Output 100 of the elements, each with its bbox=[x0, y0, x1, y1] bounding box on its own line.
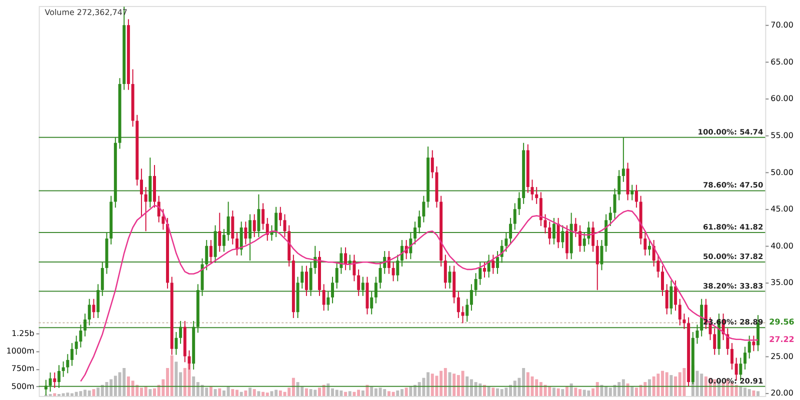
y-tick-label: 60.00 bbox=[770, 94, 794, 104]
candlestick bbox=[74, 335, 78, 356]
candlestick bbox=[578, 224, 582, 252]
candlestick bbox=[630, 184, 634, 201]
candlestick bbox=[396, 254, 400, 282]
candlestick bbox=[344, 246, 348, 271]
y2-tick-label: 1.25b bbox=[12, 329, 34, 338]
candlestick bbox=[552, 217, 556, 245]
y2-tick-label: 500m bbox=[11, 382, 35, 391]
candlestick bbox=[79, 324, 82, 348]
candlestick bbox=[226, 201, 230, 242]
candlestick bbox=[392, 262, 395, 282]
candlestick bbox=[726, 328, 730, 356]
candlestick bbox=[57, 364, 60, 388]
data-label: 27.22 bbox=[769, 334, 794, 344]
candlestick bbox=[430, 150, 434, 179]
candlestick bbox=[162, 208, 165, 230]
candlestick bbox=[748, 335, 751, 359]
y-tick-label: 45.00 bbox=[770, 204, 794, 214]
candlestick bbox=[96, 284, 100, 319]
candlestick bbox=[482, 262, 486, 278]
candlestick bbox=[696, 324, 699, 344]
candlestick bbox=[274, 206, 278, 238]
candlestick bbox=[357, 268, 360, 296]
candlestick bbox=[144, 186, 148, 232]
candlestick bbox=[374, 276, 378, 304]
candlestick bbox=[600, 240, 604, 271]
y-tick-label: 50.00 bbox=[770, 168, 794, 177]
y-tick-label: 25.00 bbox=[770, 352, 794, 361]
candlestick bbox=[474, 272, 478, 296]
y-tick-label: 70.00 bbox=[770, 20, 794, 30]
candlestick bbox=[504, 232, 508, 252]
y-tick-label: 35.00 bbox=[770, 278, 794, 288]
y-tick-label: 55.00 bbox=[770, 130, 794, 140]
candlestick bbox=[300, 265, 304, 290]
candlestick bbox=[622, 136, 625, 182]
candlestick bbox=[352, 254, 356, 282]
candlestick bbox=[92, 298, 96, 319]
candlestick bbox=[248, 214, 252, 262]
candlestick bbox=[565, 224, 568, 260]
candlestick bbox=[466, 298, 469, 322]
y-tick-label: 20.00 bbox=[770, 388, 794, 398]
candlestick bbox=[730, 342, 734, 370]
candlestick bbox=[48, 372, 52, 392]
candlestick bbox=[326, 291, 330, 312]
candlestick bbox=[340, 246, 343, 274]
candlestick bbox=[231, 210, 234, 245]
candlestick bbox=[674, 280, 678, 312]
candlestick bbox=[331, 276, 334, 304]
candlestick bbox=[734, 357, 738, 382]
candlestick bbox=[422, 195, 426, 223]
candlestick bbox=[278, 206, 282, 227]
ref-line-label: 29.56 bbox=[769, 318, 795, 327]
candlestick bbox=[670, 280, 673, 315]
candlestick bbox=[304, 265, 308, 296]
candlestick bbox=[418, 210, 421, 234]
candlestick bbox=[582, 232, 586, 252]
candlestick bbox=[561, 224, 564, 249]
candlestick bbox=[240, 221, 243, 256]
candlestick bbox=[414, 221, 417, 245]
candlestick bbox=[62, 360, 65, 378]
candlestick bbox=[752, 335, 756, 352]
candlestick bbox=[244, 221, 248, 245]
candlestick bbox=[513, 202, 516, 230]
candlestick bbox=[209, 240, 212, 264]
candlestick bbox=[596, 240, 599, 291]
candlestick bbox=[535, 186, 538, 204]
candlestick bbox=[682, 313, 686, 330]
candlestick bbox=[518, 192, 521, 216]
candlestick bbox=[618, 170, 621, 201]
candlestick bbox=[608, 206, 612, 227]
candlestick bbox=[470, 284, 473, 312]
candlestick bbox=[283, 214, 286, 238]
candlestick bbox=[665, 284, 668, 315]
candlestick bbox=[100, 262, 104, 296]
candlestick bbox=[678, 298, 682, 326]
candlestick bbox=[222, 228, 226, 252]
candlestick bbox=[84, 313, 87, 337]
y2-tick-label: 750m bbox=[11, 364, 35, 374]
candlestick bbox=[174, 332, 178, 356]
y2-tick-label: 1000m bbox=[6, 346, 35, 356]
candlestick bbox=[656, 254, 660, 278]
candlestick bbox=[634, 184, 638, 208]
y-tick-label: 65.00 bbox=[770, 57, 794, 66]
candlestick bbox=[322, 284, 326, 312]
candlestick bbox=[478, 262, 482, 286]
candlestick bbox=[496, 250, 500, 274]
candlestick bbox=[88, 298, 91, 326]
candlestick bbox=[205, 240, 208, 271]
candlestick bbox=[262, 202, 265, 230]
candlestick bbox=[461, 306, 464, 324]
candlestick bbox=[492, 254, 495, 274]
candlestick bbox=[574, 217, 578, 238]
candlestick bbox=[309, 262, 312, 296]
candlestick bbox=[361, 276, 364, 296]
candlestick bbox=[53, 372, 56, 388]
candlestick bbox=[140, 168, 143, 217]
candlestick bbox=[66, 354, 70, 374]
y-tick-label: 40.00 bbox=[770, 241, 794, 250]
candlestick bbox=[218, 212, 222, 252]
